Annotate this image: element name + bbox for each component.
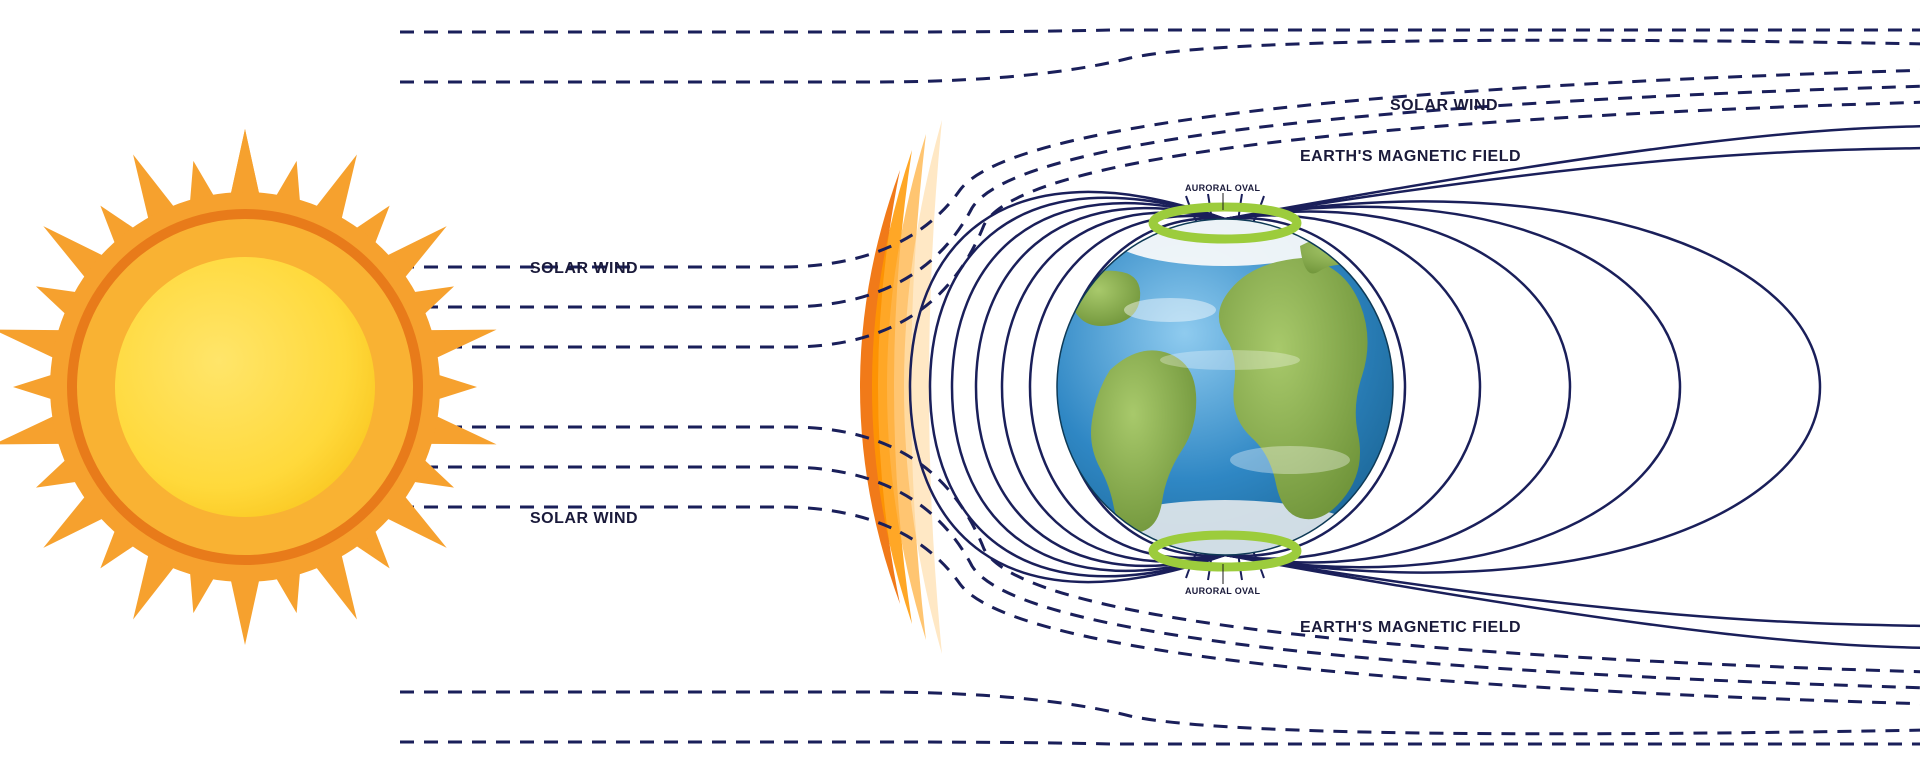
label-auroral-oval-top: AURORAL OVAL	[1185, 183, 1260, 193]
label-solar-wind-top-right: SOLAR WIND	[1390, 97, 1498, 115]
sun	[0, 129, 500, 645]
label-solar-wind-mid-upper: SOLAR WIND	[530, 260, 638, 278]
label-solar-wind-mid-lower: SOLAR WIND	[530, 510, 638, 528]
diagram-svg	[0, 0, 1920, 774]
label-magnetic-field-top: EARTH'S MAGNETIC FIELD	[1300, 148, 1521, 166]
label-auroral-oval-bottom: AURORAL OVAL	[1185, 586, 1260, 596]
earth	[1057, 198, 1394, 588]
diagram-stage: SOLAR WIND EARTH'S MAGNETIC FIELD AURORA…	[0, 0, 1920, 774]
label-magnetic-field-bottom: EARTH'S MAGNETIC FIELD	[1300, 619, 1521, 637]
